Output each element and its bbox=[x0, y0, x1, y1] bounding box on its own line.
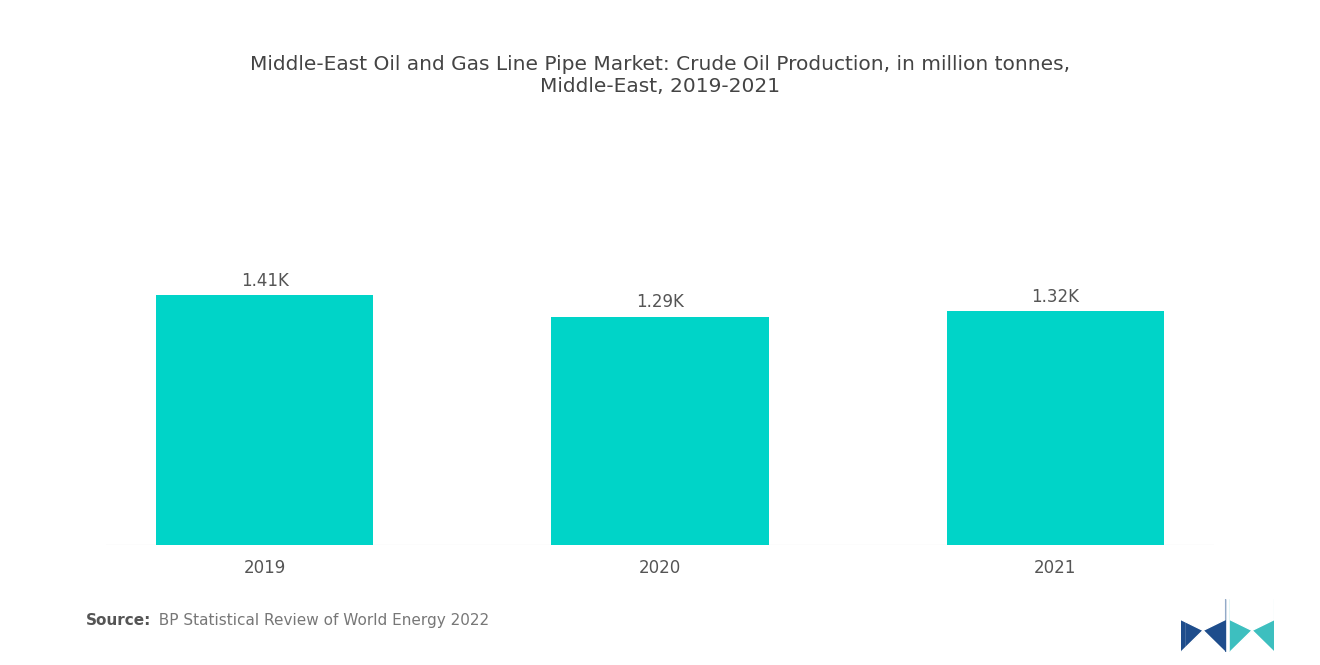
Title: Middle-East Oil and Gas Line Pipe Market: Crude Oil Production, in million tonne: Middle-East Oil and Gas Line Pipe Market… bbox=[249, 55, 1071, 96]
Polygon shape bbox=[1230, 598, 1274, 630]
Bar bbox=[156, 295, 374, 545]
Bar bbox=[552, 317, 768, 545]
Polygon shape bbox=[1181, 598, 1225, 652]
Polygon shape bbox=[1185, 604, 1203, 646]
Text: Source:: Source: bbox=[86, 613, 152, 628]
Text: 1.41K: 1.41K bbox=[240, 272, 289, 290]
Polygon shape bbox=[1230, 630, 1274, 652]
Text: 1.29K: 1.29K bbox=[636, 293, 684, 311]
Text: BP Statistical Review of World Energy 2022: BP Statistical Review of World Energy 20… bbox=[149, 613, 490, 628]
Polygon shape bbox=[1185, 604, 1203, 646]
Polygon shape bbox=[1230, 598, 1274, 652]
Bar bbox=[946, 311, 1164, 545]
Polygon shape bbox=[1181, 598, 1225, 630]
Text: 1.32K: 1.32K bbox=[1031, 288, 1080, 306]
Polygon shape bbox=[1181, 630, 1225, 652]
